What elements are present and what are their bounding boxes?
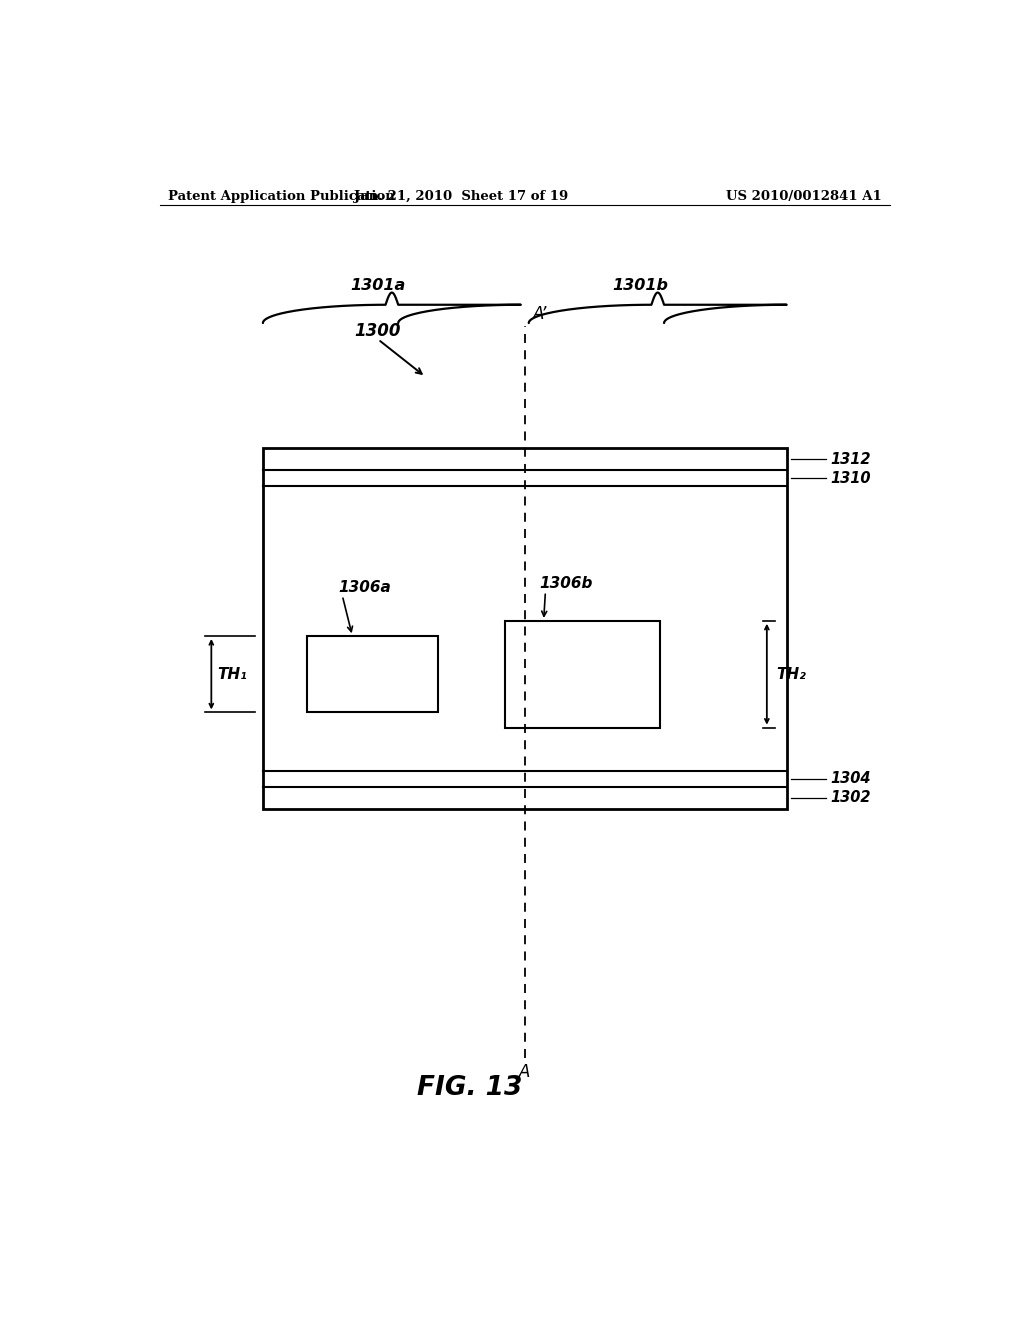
- Text: A: A: [519, 1063, 530, 1081]
- Text: 1304: 1304: [830, 771, 870, 787]
- Text: A’: A’: [532, 305, 547, 323]
- Text: Patent Application Publication: Patent Application Publication: [168, 190, 394, 202]
- Text: 1310: 1310: [830, 470, 870, 486]
- Text: 1306a: 1306a: [338, 579, 391, 595]
- Text: FIG. 13: FIG. 13: [417, 1076, 522, 1101]
- Text: TH₁: TH₁: [218, 667, 248, 681]
- Text: 1301b: 1301b: [612, 279, 668, 293]
- Text: 1312: 1312: [830, 451, 870, 467]
- Text: US 2010/0012841 A1: US 2010/0012841 A1: [726, 190, 882, 202]
- Text: 1301a: 1301a: [350, 279, 406, 293]
- Bar: [505, 620, 659, 727]
- Text: Jan. 21, 2010  Sheet 17 of 19: Jan. 21, 2010 Sheet 17 of 19: [354, 190, 568, 202]
- Bar: [263, 447, 786, 809]
- Bar: [306, 636, 437, 713]
- Text: 1302: 1302: [830, 791, 870, 805]
- Text: TH₂: TH₂: [776, 667, 806, 681]
- Text: 1306b: 1306b: [539, 576, 593, 591]
- Text: 1300: 1300: [354, 322, 400, 341]
